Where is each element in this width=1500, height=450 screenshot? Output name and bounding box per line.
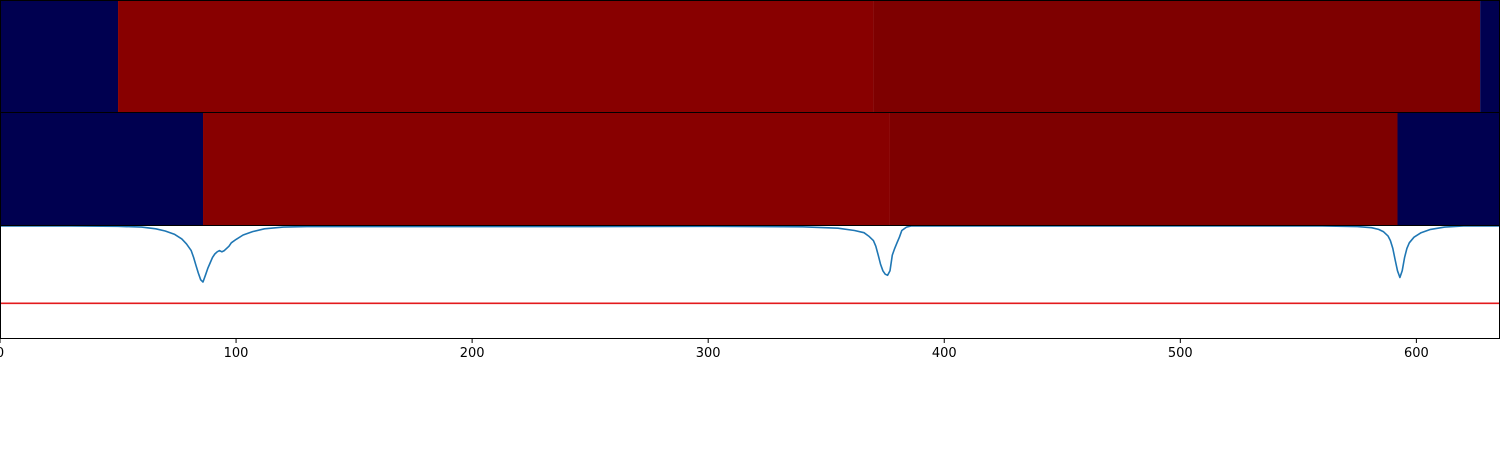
x-tick-label-0: 0 [0,346,4,361]
track-0-segment-2 [873,1,1481,112]
x-tick-label-500: 500 [1168,346,1193,361]
signal-panel [0,225,1500,338]
track-1-segment-0 [0,113,204,225]
track-1-segment-3 [1397,113,1499,225]
track-0-segment-0 [0,1,119,112]
signal-panel-background [0,226,1500,338]
x-tick-label-200: 200 [460,346,485,361]
x-tick-label-600: 600 [1404,346,1429,361]
track-0-segment-1 [118,1,874,112]
signal-line [0,225,1499,283]
x-tick-label-300: 300 [696,346,721,361]
track-1-segment-1 [203,113,890,225]
track-middle-heatmap [0,113,1499,225]
track-1-segment-2 [889,113,1398,225]
x-tick-label-400: 400 [932,346,957,361]
track-top-heatmap [0,1,1499,112]
x-axis: 0 100 200 300 400 500 600 [0,338,1429,361]
track-0-segment-3 [1480,1,1499,112]
x-tick-label-100: 100 [224,346,249,361]
